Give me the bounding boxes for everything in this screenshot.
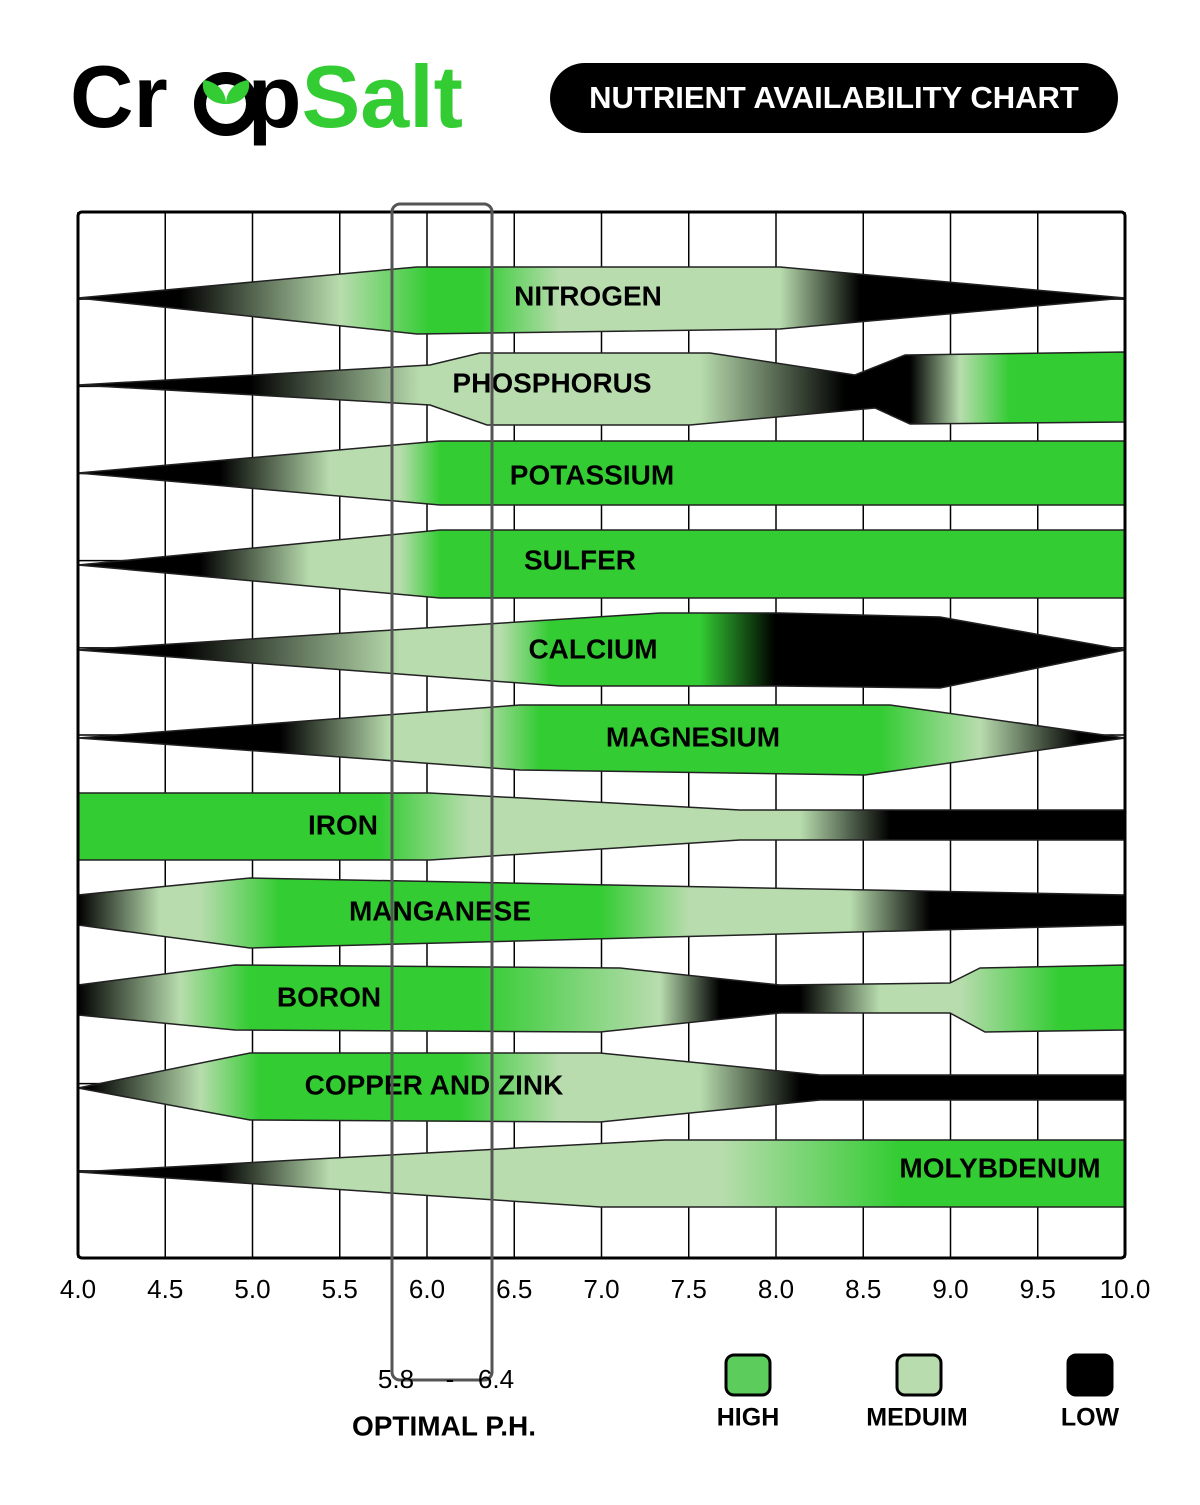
brand: Cr pSalt (70, 47, 463, 146)
x-tick-label: 5.0 (234, 1274, 270, 1304)
brand-part: Cr (70, 47, 168, 146)
x-tick-label: 8.5 (845, 1274, 881, 1304)
logo-leaf (194, 72, 258, 136)
x-tick-label: 6.5 (496, 1274, 532, 1304)
nutrient-label: PHOSPHORUS (452, 367, 651, 398)
x-tick-label: 7.0 (583, 1274, 619, 1304)
nutrient-label: NITROGEN (514, 280, 662, 311)
optimal-sep: - (446, 1364, 455, 1394)
legend-label: LOW (1061, 1404, 1120, 1432)
x-tick-label: 5.5 (322, 1274, 358, 1304)
nutrient-label: MANGANESE (349, 895, 531, 926)
nutrient-label: IRON (308, 809, 378, 840)
optimal-box (390, 202, 494, 1382)
nutrient-label: POTASSIUM (510, 459, 674, 490)
x-tick-label: 7.5 (671, 1274, 707, 1304)
nutrient-label: MOLYBDENUM (899, 1152, 1100, 1183)
x-tick-label: 9.5 (1020, 1274, 1056, 1304)
legend-swatch (895, 1353, 943, 1397)
nutrient-band (77, 964, 1126, 1033)
optimal-high: 6.4 (478, 1364, 514, 1394)
title-pill (550, 63, 1118, 133)
nutrient-label: SULFER (524, 544, 636, 575)
legend-swatch (1066, 1353, 1114, 1397)
optimal-label: OPTIMAL P.H. (352, 1410, 536, 1441)
x-tick-label: 4.0 (60, 1274, 96, 1304)
nutrient-label: BORON (277, 981, 381, 1012)
x-tick-label: 9.0 (932, 1274, 968, 1304)
brand-part: Salt (302, 47, 463, 146)
title: NUTRIENT AVAILABILITY CHART (589, 80, 1079, 115)
legend-swatch (724, 1353, 772, 1397)
plot-border (76, 210, 1127, 1260)
optimal-low: 5.8 (378, 1364, 414, 1394)
nutrient-label: MAGNESIUM (606, 721, 780, 752)
x-tick-label: 6.0 (409, 1274, 445, 1304)
chart-area: 4.0 4.5 5.0 5.5 6.0 6.5 7.0 7.5 8.0 8.5 9.0 9.5 10.0… (60, 210, 1151, 1304)
x-tick-label: 8.0 (758, 1274, 794, 1304)
x-tick-label: 4.5 (147, 1274, 183, 1304)
nutrient-label: COPPER AND ZINK (305, 1069, 564, 1100)
legend-label: HIGH (717, 1404, 780, 1432)
legend-label: MEDUIM (866, 1404, 967, 1432)
nutrient-label: CALCIUM (528, 633, 657, 664)
x-tick-label: 10.0 (1100, 1274, 1151, 1304)
